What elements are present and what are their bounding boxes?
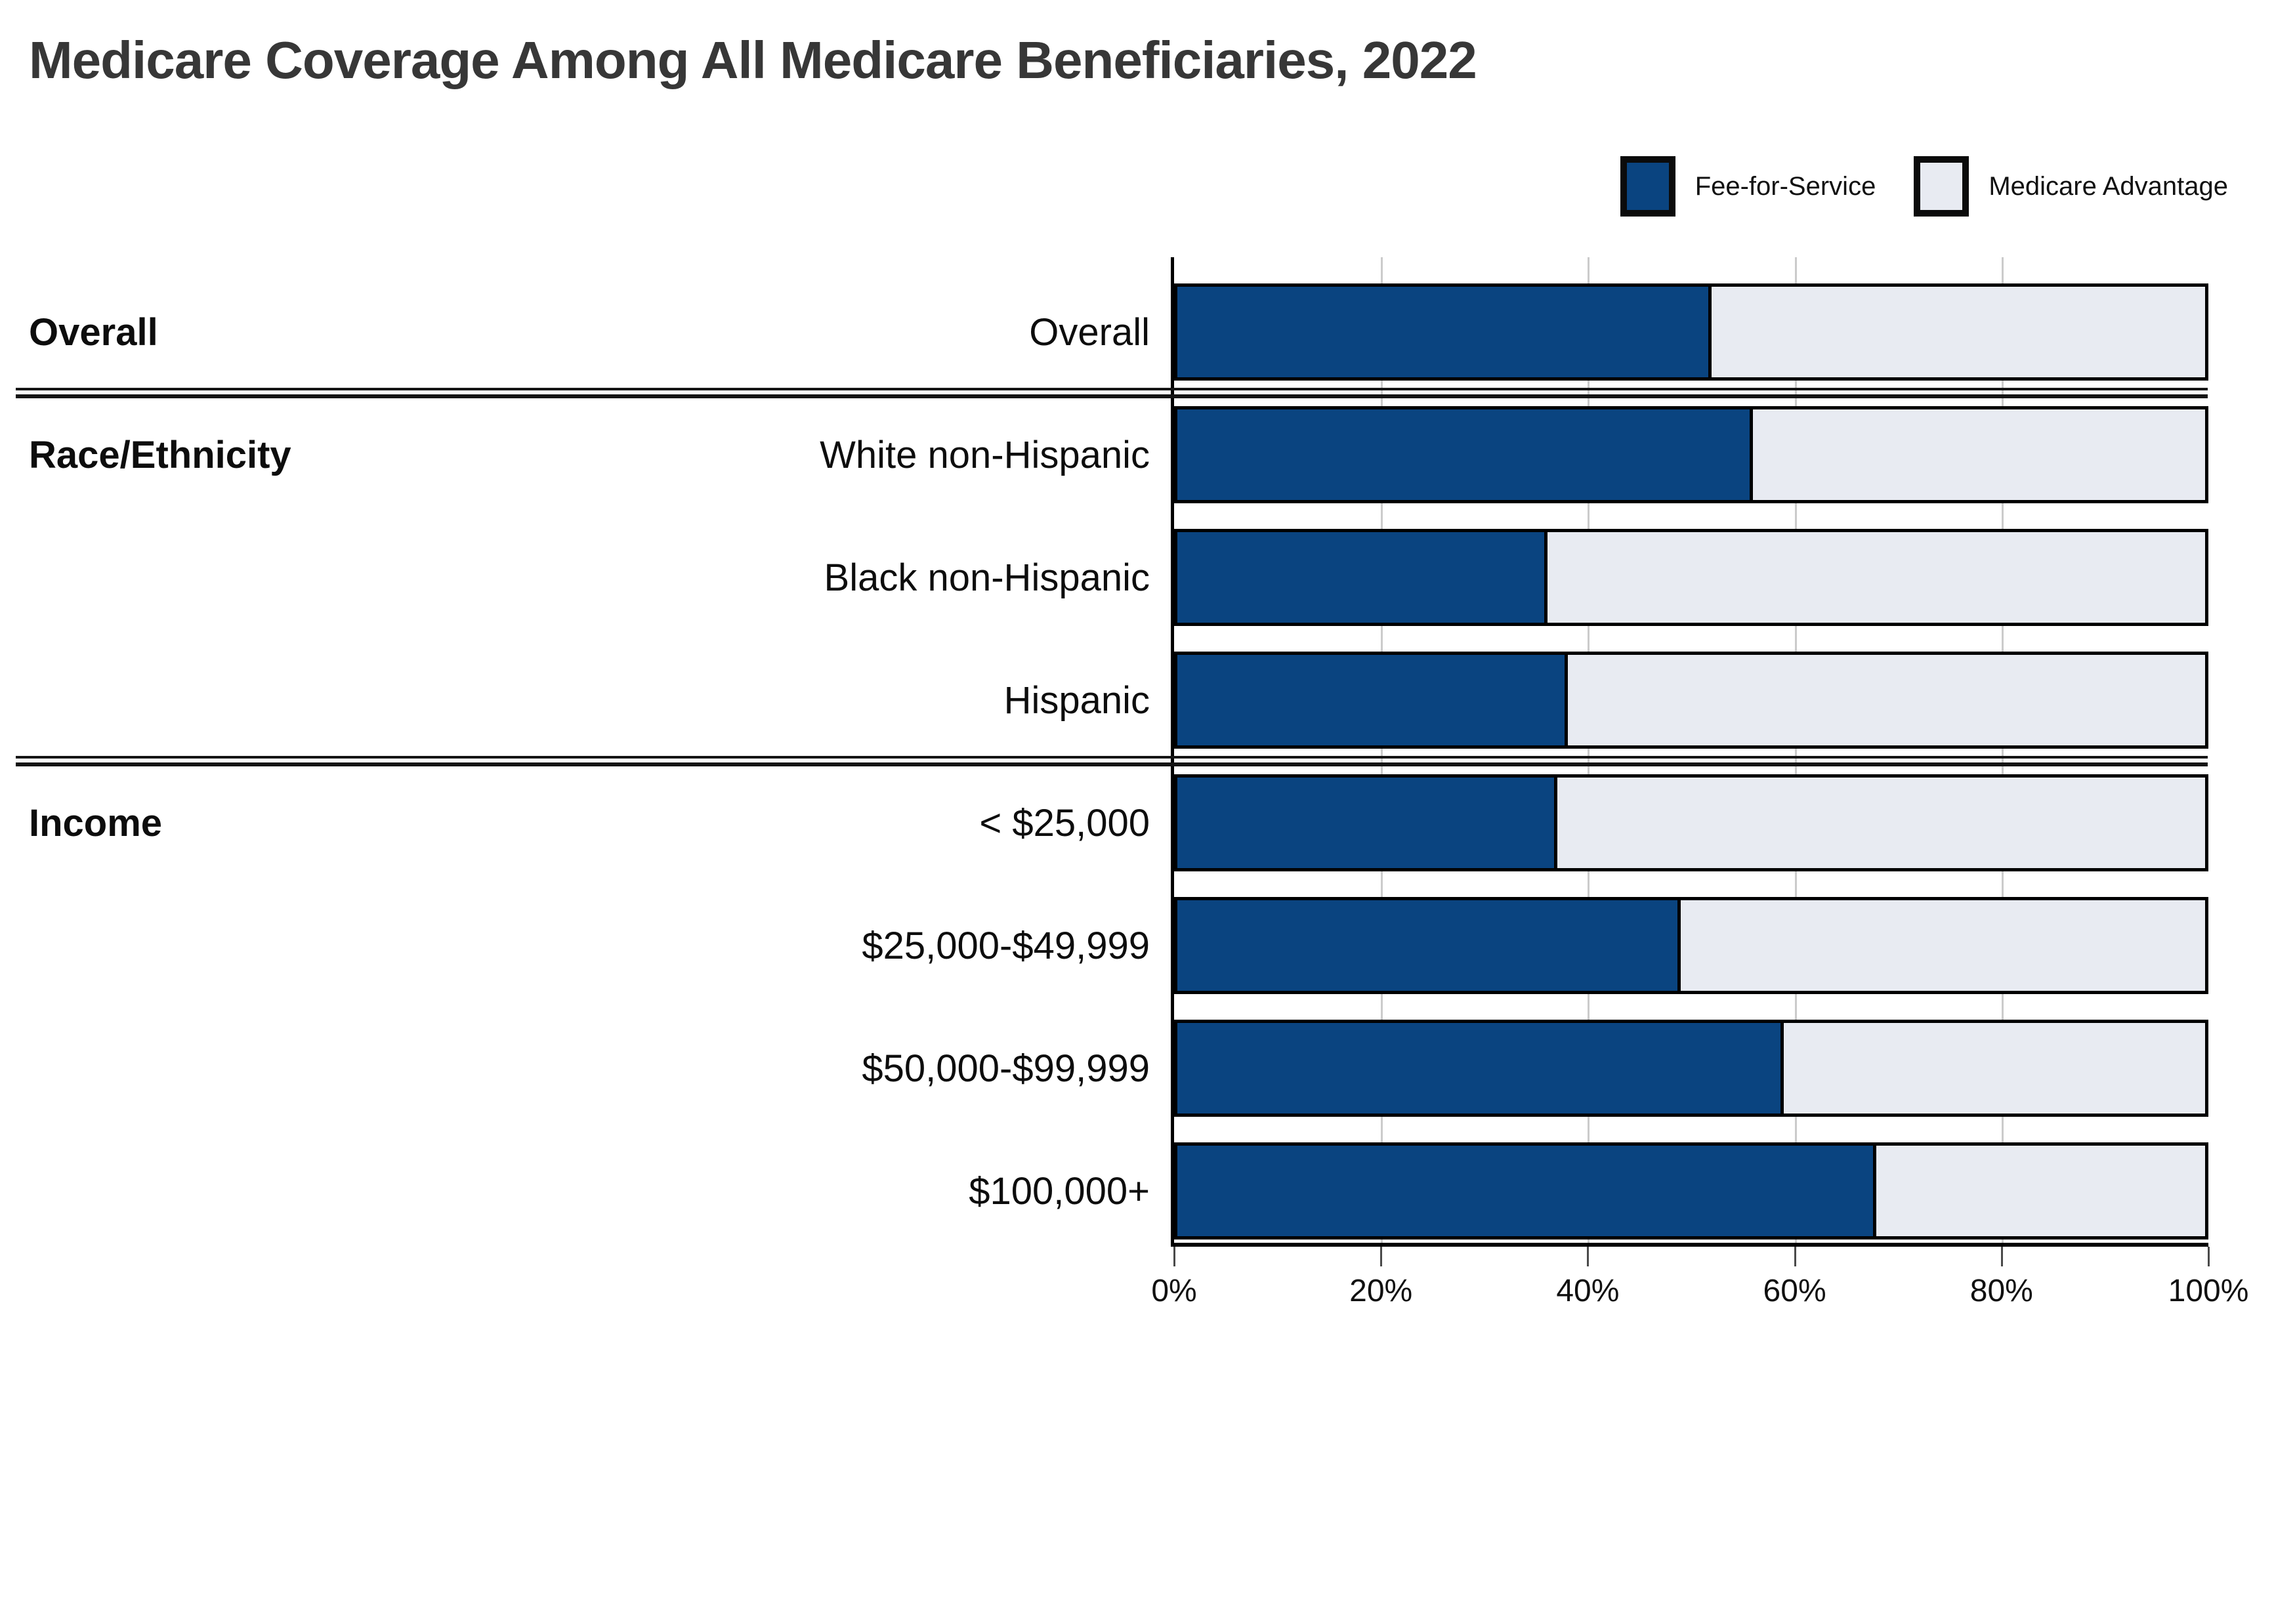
group-divider: [16, 388, 2208, 398]
x-axis-tick-label: 0%: [1151, 1274, 1197, 1308]
chart-title: Medicare Coverage Among All Medicare Ben…: [29, 31, 1477, 89]
bar-row-7: [1174, 1142, 2208, 1239]
x-axis-tick-label: 60%: [1763, 1274, 1826, 1308]
category-label-1: White non-Hispanic: [820, 433, 1150, 476]
group-label-race-ethnicity: Race/Ethnicity: [29, 433, 291, 476]
category-label-2: Black non-Hispanic: [824, 556, 1150, 599]
bar-row-4: [1174, 774, 2208, 871]
x-axis-tick-label: 20%: [1349, 1274, 1413, 1308]
bar-segment-fee-for-service: [1177, 1023, 1784, 1114]
group-label-overall: Overall: [29, 310, 158, 354]
legend-swatch: [1914, 156, 1969, 217]
legend-swatch: [1620, 156, 1675, 217]
category-label-5: $25,000-$49,999: [862, 924, 1150, 967]
bar-segment-fee-for-service: [1177, 900, 1681, 991]
bar-segment-fee-for-service: [1177, 778, 1558, 868]
bar-row-0: [1174, 283, 2208, 381]
gridline-80: [2001, 257, 2004, 1243]
bar-row-1: [1174, 406, 2208, 503]
legend-item-medicare-advantage: Medicare Advantage: [1914, 156, 2228, 217]
bar-segment-fee-for-service: [1177, 532, 1548, 623]
x-axis-tick-40: [1587, 1247, 1590, 1266]
category-label-3: Hispanic: [1003, 678, 1150, 722]
legend-item-fee-for-service: Fee-for-Service: [1620, 156, 1876, 217]
x-axis-tick-label: 80%: [1969, 1274, 2033, 1308]
x-axis-tick-20: [1380, 1247, 1383, 1266]
bar-segment-fee-for-service: [1177, 409, 1753, 500]
x-axis-tick-100: [2208, 1247, 2210, 1266]
legend-label: Fee-for-Service: [1695, 171, 1876, 201]
gridline-60: [1794, 257, 1797, 1243]
bar-row-3: [1174, 652, 2208, 749]
legend-label: Medicare Advantage: [1989, 171, 2228, 201]
category-label-4: < $25,000: [979, 801, 1150, 844]
category-label-6: $50,000-$99,999: [862, 1047, 1150, 1090]
category-label-0: Overall: [1029, 310, 1150, 354]
plot-area: 0% 20% 40% 60% 80% 100%: [1151, 257, 2248, 1308]
group-divider: [16, 756, 2208, 766]
x-axis-tick-80: [2000, 1247, 2003, 1266]
bar-row-6: [1174, 1020, 2208, 1117]
bar-row-5: [1174, 897, 2208, 994]
category-label-7: $100,000+: [969, 1169, 1150, 1213]
group-label-income: Income: [29, 801, 163, 844]
x-axis-tick-label: 40%: [1556, 1274, 1620, 1308]
bar-row-2: [1174, 529, 2208, 626]
bar-segment-fee-for-service: [1177, 1146, 1876, 1236]
gridline-20: [1381, 257, 1383, 1243]
x-axis-tick-60: [1794, 1247, 1796, 1266]
gridline-40: [1588, 257, 1590, 1243]
x-axis-tick-label: 100%: [2168, 1274, 2249, 1308]
legend: Fee-for-Service Medicare Advantage: [1620, 156, 2228, 217]
bar-segment-fee-for-service: [1177, 655, 1569, 745]
x-axis-tick-0: [1173, 1247, 1175, 1266]
bar-segment-fee-for-service: [1177, 287, 1712, 377]
